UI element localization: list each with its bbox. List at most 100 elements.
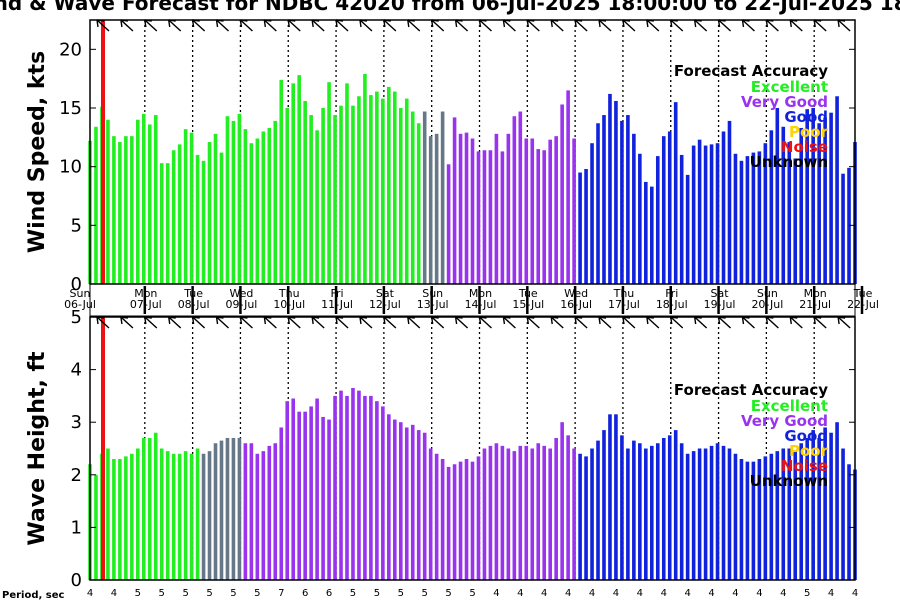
period-value: 5 — [422, 588, 428, 599]
wind-direction-arrow — [144, 19, 158, 32]
legend-title: Forecast Accuracy — [674, 381, 828, 399]
wave-bar — [279, 427, 284, 580]
wind-bar — [709, 144, 714, 284]
wind-bar — [428, 136, 433, 284]
wind-direction-arrow — [502, 19, 516, 32]
wind-bar — [464, 132, 469, 284]
wind-bar — [793, 158, 798, 284]
wave-bar — [351, 388, 355, 580]
wave-bar — [136, 448, 140, 580]
wave-bar — [375, 401, 379, 580]
wave-bar — [751, 461, 756, 580]
wind-bar — [440, 111, 445, 285]
wind-bar — [177, 144, 182, 284]
wind-bar — [775, 108, 780, 284]
wave-bar — [530, 448, 535, 580]
wave-bar — [835, 422, 839, 580]
wave-bar — [177, 453, 182, 580]
wind-bar — [829, 112, 833, 285]
wind-speed-panel: 0 5 10 15 20 Wind Speed, kts Forecast Accuracy… — [25, 19, 879, 317]
wind-bar — [542, 150, 547, 284]
wave-bar — [231, 437, 236, 580]
wave-bar — [715, 443, 720, 580]
wind-bar — [697, 139, 702, 284]
wind-direction-arrow — [646, 19, 660, 32]
wave-bar — [649, 445, 654, 580]
wave-bar — [207, 451, 212, 580]
legend-item: Noise — [781, 457, 828, 475]
wind-direction-arrow — [813, 19, 827, 32]
wind-bar — [649, 186, 654, 284]
wind-direction-arrow — [311, 316, 325, 329]
wind-bar — [231, 120, 236, 284]
wind-bar — [602, 115, 606, 284]
wave-bar — [763, 456, 768, 580]
period-value: 5 — [804, 588, 810, 599]
wave-bar — [387, 414, 391, 580]
legend-title: Forecast Accuracy — [674, 62, 828, 80]
wind-direction-arrow — [526, 19, 540, 32]
day-label-dow: Sat — [376, 287, 395, 300]
period-value: 4 — [661, 588, 667, 599]
wind-direction-arrow — [335, 316, 349, 329]
wave-bar — [817, 437, 821, 580]
wave-bar — [255, 453, 260, 580]
wind-direction-arrow — [454, 316, 469, 329]
wind-bar — [787, 142, 792, 284]
wind-direction-arrow — [717, 316, 732, 329]
wave-bar — [781, 448, 786, 580]
wind-bar — [470, 138, 475, 284]
y-tick-label: 10 — [59, 157, 82, 178]
wave-bar — [237, 437, 242, 580]
wind-direction-arrow — [191, 316, 206, 329]
wind-bar — [159, 163, 164, 284]
wind-bar — [141, 113, 146, 284]
period-value: 4 — [565, 588, 571, 599]
y-axis-label: Wave Height, ft — [25, 351, 50, 546]
day-label-date: 06-Jul — [64, 298, 96, 311]
wave-bar — [112, 459, 116, 580]
wave-bar — [476, 456, 481, 580]
wind-bar — [584, 169, 588, 284]
wind-direction-arrow — [574, 316, 588, 329]
wave-bar — [195, 448, 200, 580]
wave-bar — [608, 414, 612, 580]
wave-bar — [805, 437, 809, 580]
wave-bar — [769, 453, 774, 580]
wind-direction-arrow — [168, 316, 182, 329]
y-tick-label: 3 — [71, 412, 82, 433]
wind-bar — [626, 115, 630, 284]
wave-bar — [333, 395, 337, 580]
period-value: 5 — [206, 588, 212, 599]
period-value: 5 — [159, 588, 165, 599]
wave-bar — [201, 453, 206, 580]
wave-bar — [321, 416, 325, 580]
wind-direction-arrow — [598, 19, 612, 32]
wind-bar — [321, 108, 325, 284]
wind-bar — [811, 108, 815, 284]
wave-bar — [727, 448, 732, 580]
wind-direction-arrow — [96, 316, 110, 329]
wave-bar — [130, 453, 134, 580]
wind-bar — [225, 116, 230, 284]
wind-bar — [147, 124, 152, 284]
wind-bar — [685, 174, 690, 284]
period-value: 4 — [589, 588, 595, 599]
wave-bar — [147, 437, 152, 580]
legend-item: Unknown — [750, 472, 828, 490]
wave-bar — [159, 448, 164, 580]
wind-direction-arrow — [837, 19, 851, 32]
wave-bar — [542, 445, 547, 580]
wind-direction-arrow — [789, 316, 803, 329]
wave-bar — [183, 451, 188, 580]
wave-bar — [685, 453, 690, 580]
wind-bar — [189, 132, 194, 284]
wind-bar — [267, 127, 272, 285]
wind-bar — [136, 119, 140, 284]
wind-bar — [769, 130, 774, 284]
wind-bar — [285, 108, 290, 284]
wind-direction-arrow — [239, 19, 253, 32]
wind-bar — [219, 152, 224, 284]
wave-bar — [345, 395, 349, 580]
wave-bar — [153, 432, 158, 580]
